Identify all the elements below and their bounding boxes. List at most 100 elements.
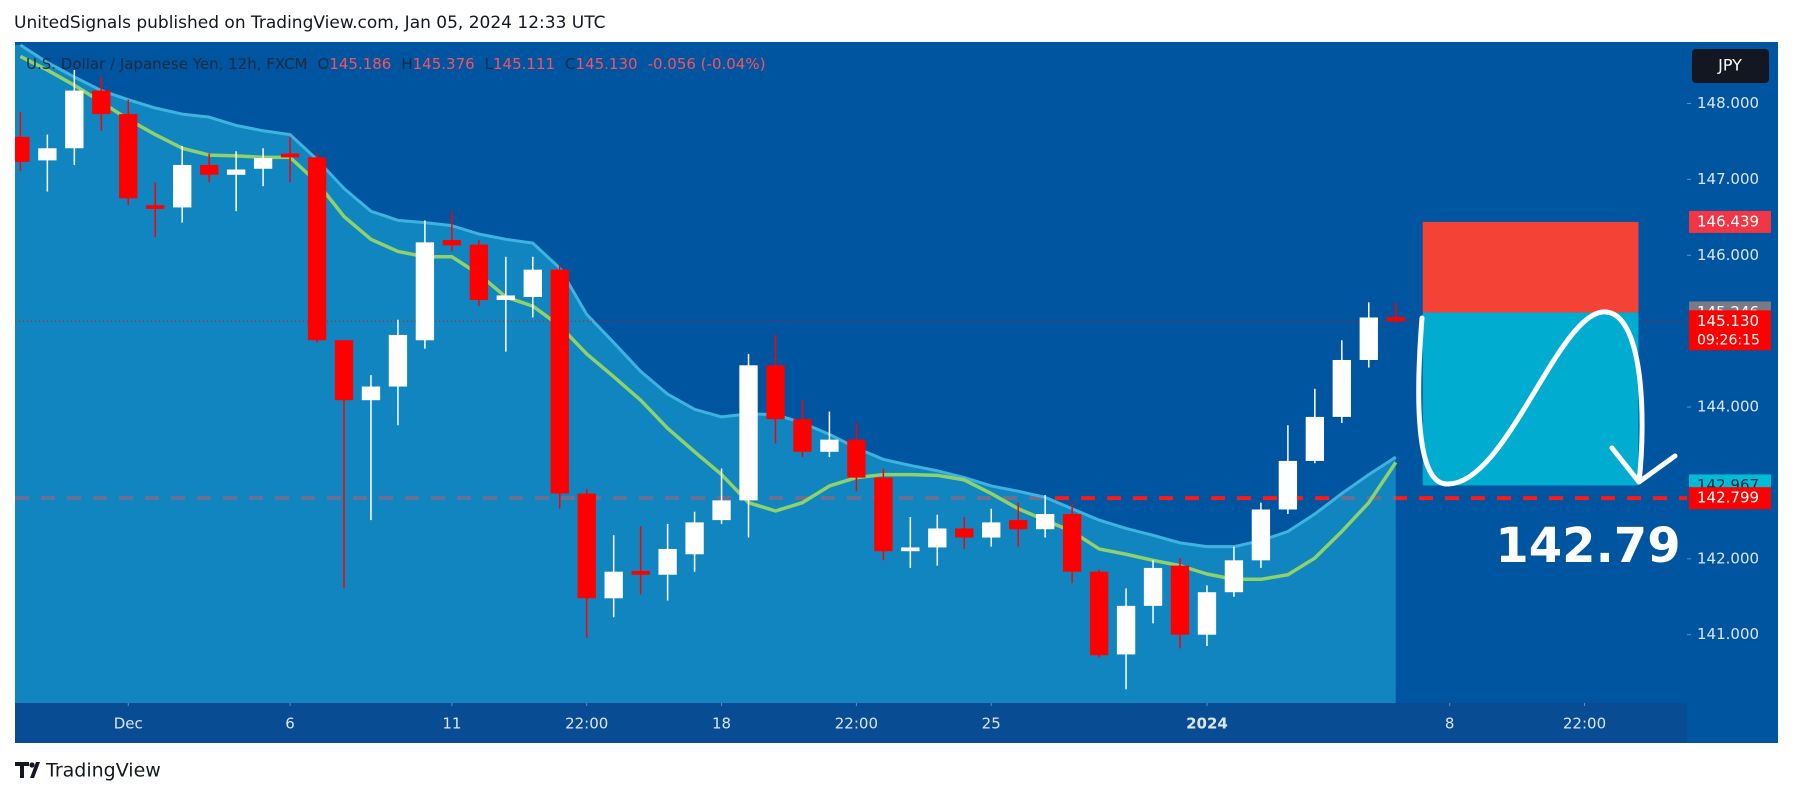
- countdown: 09:26:15: [1697, 332, 1760, 348]
- logo-dot: [29, 762, 35, 768]
- x-tick-label: 22:00: [1563, 715, 1606, 733]
- candle-body: [820, 439, 839, 452]
- candle-body: [928, 528, 947, 548]
- candle-body: [226, 169, 246, 175]
- y-tick-label: 146.000: [1697, 246, 1759, 264]
- candle-body: [146, 205, 165, 209]
- price-annotation: 142.79: [1495, 518, 1680, 574]
- band-area: [15, 45, 1396, 703]
- candle-body: [1359, 317, 1378, 360]
- candle-body: [847, 439, 866, 478]
- candle-body: [119, 114, 138, 199]
- indicator-line: [19, 54, 1398, 582]
- legend-item: 145.130: [576, 55, 638, 73]
- y-tick-label: 144.000: [1697, 398, 1759, 416]
- x-tick-label: 6: [285, 715, 295, 733]
- price-label-bg: [1689, 310, 1771, 351]
- y-tick-label: 142.000: [1697, 549, 1759, 567]
- candle-body: [15, 136, 30, 162]
- currency-label[interactable]: JPY: [1717, 56, 1742, 75]
- legend-item: -0.056 (-0.04%): [648, 55, 766, 73]
- y-tick-label: 147.000: [1697, 170, 1759, 188]
- currency-button[interactable]: JPY: [1692, 49, 1769, 83]
- candle-body: [415, 242, 435, 341]
- candle-body: [523, 269, 542, 297]
- symbol-legend: U.S. Dollar / Japanese Yen, 12h, FXCM O14…: [26, 55, 765, 73]
- candle-body: [1278, 460, 1298, 510]
- candle-body: [874, 477, 893, 552]
- candle-body: [280, 153, 300, 158]
- candle-body: [739, 365, 758, 501]
- candle-body: [38, 148, 57, 161]
- legend-item: H: [401, 55, 412, 73]
- price-label: 146.439: [1697, 212, 1759, 230]
- candle-body: [199, 164, 219, 175]
- candle-body: [1197, 592, 1217, 635]
- x-tick-label: 2024: [1186, 715, 1228, 733]
- legend-item: 145.111: [493, 55, 555, 73]
- candle-body: [550, 269, 569, 494]
- legend-item: O: [318, 55, 330, 73]
- candle-body: [1143, 567, 1163, 606]
- logo-icon: [15, 762, 40, 778]
- y-tick-label: 141.000: [1697, 625, 1759, 643]
- candle-body: [1305, 416, 1325, 461]
- candle-body: [1251, 509, 1271, 561]
- y-tick-label: 148.000: [1697, 94, 1759, 112]
- legend-item: 145.376: [413, 55, 475, 73]
- legend-item: 145.186: [329, 55, 391, 73]
- price-label: 145.130: [1697, 312, 1759, 330]
- legend-item: L: [485, 55, 494, 73]
- candle-body: [307, 157, 327, 341]
- candle-body: [1035, 514, 1055, 530]
- price-label: 142.799: [1697, 489, 1759, 507]
- candle-body: [1116, 605, 1136, 655]
- indicator-line: [19, 43, 1397, 549]
- candle-body: [1170, 565, 1190, 635]
- candle-body: [793, 419, 812, 452]
- candle-body: [955, 528, 974, 538]
- candle-body: [92, 90, 111, 115]
- candle-body: [901, 547, 920, 552]
- candle-body: [173, 164, 192, 208]
- candle-body: [388, 334, 408, 387]
- hand-drawn-arrow: [1416, 309, 1678, 487]
- x-tick-label: 18: [712, 715, 731, 733]
- x-tick-label: 22:00: [565, 715, 608, 733]
- candle-body: [766, 365, 785, 420]
- candle-body: [1386, 317, 1405, 322]
- candle-body: [469, 244, 489, 301]
- currency-button-bg[interactable]: [1692, 49, 1769, 83]
- candle-body: [253, 158, 273, 169]
- candle-body: [1089, 571, 1109, 656]
- candle-body: [631, 570, 650, 575]
- candle-body: [361, 386, 381, 401]
- x-tick-label: 22:00: [835, 715, 878, 733]
- candle-body: [658, 548, 677, 575]
- candle-body: [496, 295, 515, 301]
- candle-body: [1009, 520, 1028, 530]
- publish-header: UnitedSignals published on TradingView.c…: [14, 13, 606, 33]
- plot-area: [15, 43, 1687, 703]
- candle-body: [1224, 560, 1244, 593]
- candle-body: [685, 522, 704, 555]
- candle-body: [712, 500, 731, 521]
- candle-body: [442, 240, 462, 246]
- legend-item: U.S. Dollar / Japanese Yen, 12h, FXCM: [26, 55, 308, 73]
- time-axis: [15, 703, 1687, 743]
- price-label-bg: [1689, 210, 1771, 233]
- candle-body: [577, 493, 596, 599]
- drawing-layer: 142.79: [1416, 221, 1681, 574]
- price-label-bg: [1689, 487, 1771, 510]
- legend-item: C: [565, 55, 575, 73]
- x-tick-label: 11: [442, 715, 461, 733]
- candle-body: [1332, 359, 1351, 417]
- candle-body: [1062, 514, 1082, 572]
- brand-name: TradingView: [45, 760, 161, 782]
- candle-body: [65, 90, 84, 149]
- candle-body: [334, 340, 354, 401]
- stop-zone: [1422, 221, 1639, 313]
- x-tick-label: 25: [982, 715, 1001, 733]
- candle-body: [982, 522, 1001, 538]
